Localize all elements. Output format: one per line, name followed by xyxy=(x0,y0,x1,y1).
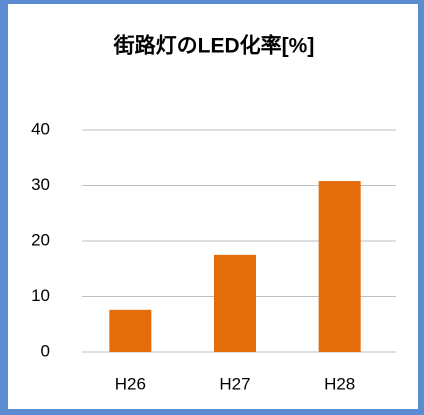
y-tick-label: 10 xyxy=(31,286,50,305)
bar xyxy=(318,181,361,352)
x-tick-label: H28 xyxy=(324,374,355,393)
y-tick-label: 0 xyxy=(41,341,50,360)
x-tick-label: H27 xyxy=(219,374,250,393)
bar xyxy=(109,309,152,352)
chart-title: 街路灯のLED化率[%] xyxy=(113,34,315,58)
x-tick-label: H26 xyxy=(115,374,146,393)
y-tick-label: 30 xyxy=(31,175,50,194)
bar xyxy=(214,254,256,352)
y-tick-label: 20 xyxy=(31,230,50,249)
y-tick-label: 40 xyxy=(31,119,50,138)
